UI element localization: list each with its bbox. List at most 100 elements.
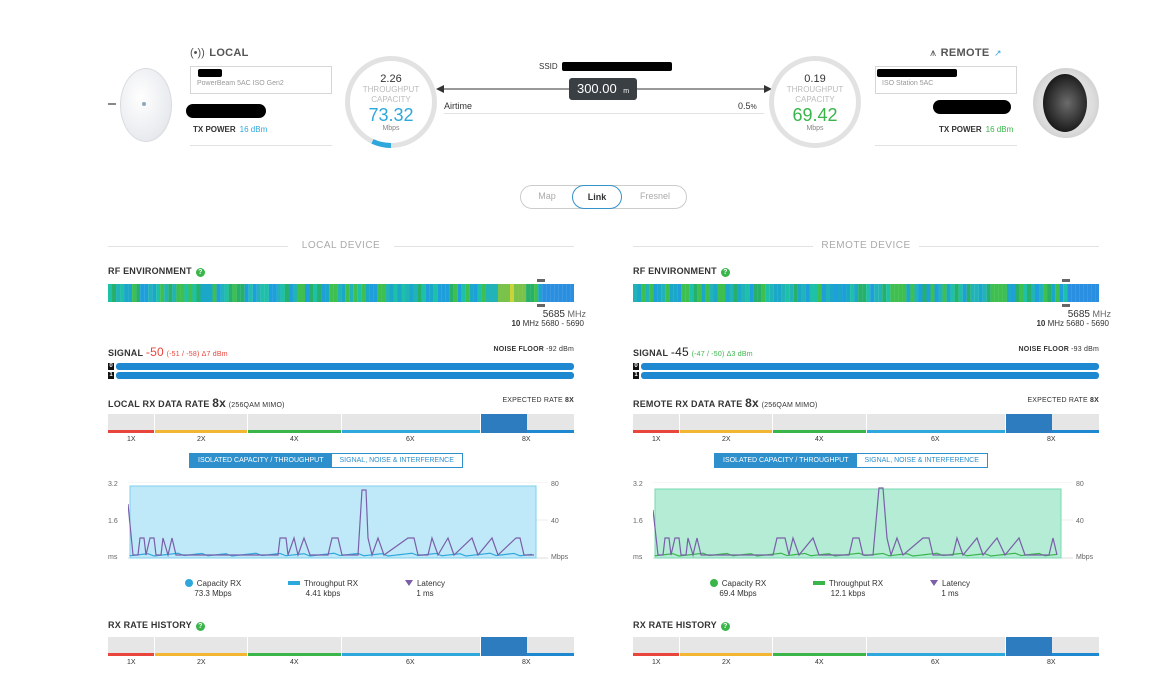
local-title: LOCAL [209,47,249,59]
spectrum-cell [829,284,835,302]
channel-marker-top [1062,279,1070,282]
signal-title: SIGNAL -45 (-47 / -50) Δ3 dBm [633,345,753,359]
rate-segment-underline [867,653,1005,656]
spectrum-cell [669,284,674,302]
tab-map[interactable]: Map [538,191,556,201]
remote-tx-power-label: TX POWER [939,125,982,134]
frequency-unit: MHz [1092,309,1112,319]
isolated-capacity-button[interactable]: ISOLATED CAPACITY / THROUGHPUT [190,454,332,467]
channel-width-value: 10 [511,319,521,328]
spectrum-cell [890,284,895,302]
legend-capacity-name: Capacity RX [721,579,767,588]
y-axis-left-top: 3.2 [633,481,643,488]
remote-gauge-capacity: 69.42 [792,105,838,125]
spectrum-cell [144,284,149,302]
spectrum-cell [333,284,338,302]
rate-label-4x: 4X [290,436,299,443]
airtime-unit: % [750,104,757,111]
local-tx-power-label: TX POWER [193,125,236,134]
current-rate-highlight [481,637,527,656]
isolated-capacity-button[interactable]: ISOLATED CAPACITY / THROUGHPUT [715,454,857,467]
spectrum-cell [986,284,991,302]
spectrum-cell [264,284,269,302]
channel-frequency: 5685 MHz [1003,309,1111,320]
spectrum-cell [425,284,430,302]
y-axis-left-bottom: ms [108,554,118,561]
noise-floor-value: -93 dBm [1071,346,1099,353]
local-device-name-redacted [198,69,222,77]
spectrum-cell [801,284,806,302]
spectrum-cell [453,284,458,302]
spectrum-cell [1071,284,1076,302]
spectrum-cell [156,284,161,302]
signal-label: SIGNAL [108,348,144,358]
spectrum-cell [554,284,559,302]
distance-value: 300.00 [576,81,617,96]
spectrum-cell [882,284,887,302]
rate-segment [155,637,247,653]
y-axis-right-top: 80 [1076,481,1084,488]
spectrum-cell [232,284,237,302]
chain-0-icon: 0 [108,363,114,370]
noise-floor-label: NOISE FLOOR [493,346,544,353]
spectrum-cell [300,284,306,302]
spectrum-cell [236,284,241,302]
spectrum-cell [514,284,519,302]
capacity-rx-area [129,485,537,559]
spectrum-cell [538,284,543,302]
tab-link[interactable]: Link [572,185,622,209]
spectrum-cell [292,284,298,302]
legend-throughput-value: 12.1 kbps [830,589,866,598]
spectrum-cell [369,284,374,302]
spectrum-cell [252,284,257,302]
capacity-rx-dot [709,579,718,587]
spectrum-cell [526,284,531,302]
help-icon[interactable]: ? [720,268,730,277]
spectrum-cell [108,284,113,302]
spectrum-cell [681,284,686,302]
rate-label-4x: 4X [815,436,824,443]
throughput-chart [653,482,1073,559]
legend-latency: Latency 1 ms [380,579,470,599]
tab-fresnel[interactable]: Fresnel [639,191,670,201]
rate-label-8x: 8X [522,436,531,443]
remote-device-panel: REMOTE DEVICE RF ENVIRONMENT? 5685 MHz 1… [633,238,1111,668]
legend-capacity-value: 69.4 Mbps [719,589,757,598]
section-divider-right [394,246,574,247]
signal-noise-interference-button[interactable]: SIGNAL, NOISE & INTERFERENCE [339,457,454,464]
rate-segment-underline [108,430,154,433]
help-icon[interactable]: ? [195,268,205,277]
rate-segment [867,414,1005,430]
help-icon[interactable]: ? [720,622,730,631]
spectrum-cell [220,284,225,302]
section-divider-left [108,246,288,247]
noise-floor-label: NOISE FLOOR [1018,346,1069,353]
rate-segment-underline [481,430,574,433]
rate-segment-underline [633,653,679,656]
spectrum-cell [248,284,253,302]
rate-segment-underline [108,653,154,656]
help-icon[interactable]: ? [195,622,205,631]
capacity-rx-dot [184,579,193,587]
external-link-icon[interactable]: ↗ [993,48,1002,58]
signal-noise-interference-button[interactable]: SIGNAL, NOISE & INTERFERENCE [864,457,979,464]
noise-floor-value: -92 dBm [546,346,574,353]
legend-latency-name: Latency [416,579,446,588]
local-throughput-gauge: 2.26 THROUGHPUT CAPACITY 73.32 Mbps [345,56,437,148]
legend-latency: Latency 1 ms [905,579,995,599]
rx-rate-history-bar [633,637,1099,657]
rate-segment-underline [342,430,480,433]
spectrum-cell [789,284,794,302]
channel-marker-bottom [1062,304,1070,307]
spectrum-cell [817,284,823,302]
legend-throughput-rx: Throughput RX 4.41 kbps [278,579,368,599]
rate-segment-underline [248,653,341,656]
spectrum-cell [709,284,714,302]
rf-environment-title: RF ENVIRONMENT? [108,266,205,277]
spectrum-cell [910,284,915,302]
rf-environment-label: RF ENVIRONMENT [633,266,717,276]
current-rate-highlight [1006,414,1052,433]
latency-line [653,487,1058,558]
spectrum-cell [773,284,778,302]
spectrum-cell [661,284,666,302]
